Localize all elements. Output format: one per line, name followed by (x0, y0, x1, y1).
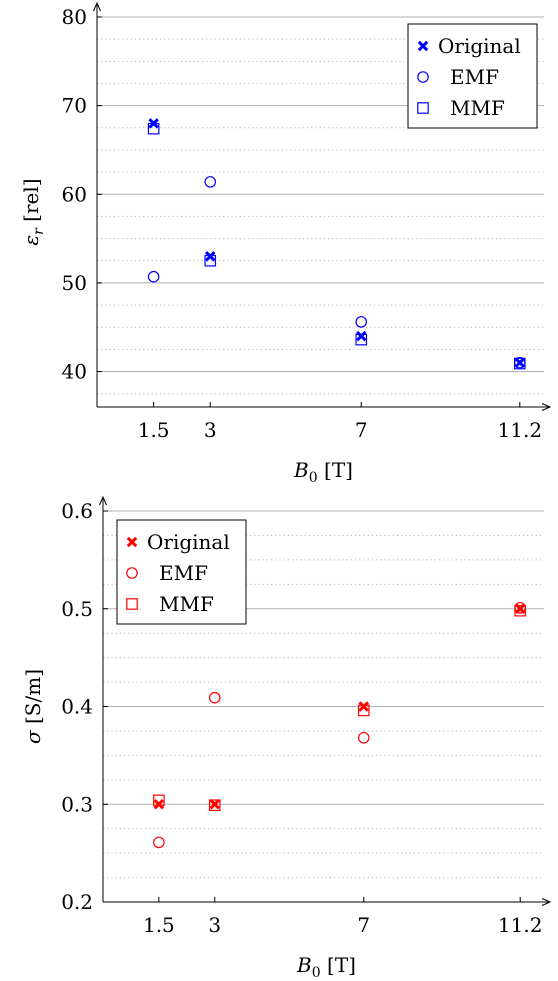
data-point-square (514, 604, 526, 617)
x-tick-label: 3 (204, 418, 217, 442)
data-point-square (147, 122, 160, 135)
data-point-x (204, 251, 216, 262)
x-tick-labels: 1.5 3 7 11.2 (143, 913, 542, 937)
y-tick-label: 0.5 (61, 597, 93, 621)
legend: Original EMF MMF (407, 23, 538, 129)
data-point-x (514, 357, 526, 368)
x-axis-label: B0 [T] (296, 953, 356, 981)
y-tick-label: 0.4 (61, 695, 93, 719)
legend-label: MMF (159, 592, 214, 616)
y-tick-label: 40 (62, 360, 87, 384)
axes (99, 495, 552, 906)
data-point-x (358, 701, 370, 712)
data-points (147, 118, 526, 370)
data-point-square (153, 794, 165, 807)
legend-marker-x (126, 536, 138, 548)
legend-marker-circle (126, 567, 138, 579)
y-tick-label: 50 (62, 271, 87, 295)
data-point-square (355, 333, 368, 346)
y-tick-label: 80 (62, 5, 87, 29)
y-tick-labels: 40 50 60 70 80 (62, 5, 87, 384)
data-point-circle (355, 316, 368, 328)
data-point-circle (208, 691, 221, 704)
x-tick-labels: 1.5 3 7 11.2 (138, 418, 542, 442)
legend-box (407, 23, 538, 129)
data-point-x (153, 798, 165, 810)
legend-label: Original (438, 34, 521, 58)
y-tick-label: 0.3 (61, 792, 93, 816)
data-point-circle (153, 836, 165, 849)
data-point-circle (357, 731, 370, 744)
x-axis-arrow (541, 403, 552, 411)
legend-marker-circle (417, 71, 429, 83)
x-tick-label: 7 (355, 418, 368, 442)
x-tick-label: 11.2 (498, 418, 543, 442)
axes (93, 1, 552, 411)
y-tick-label: 0.2 (61, 890, 93, 914)
y-axis-label: σ [S/m] (21, 669, 45, 744)
legend-marker-square (126, 598, 138, 610)
data-point-square (513, 357, 526, 370)
data-point-square (208, 799, 221, 812)
legend-marker-square (417, 102, 429, 114)
grid-lines (97, 16, 544, 395)
y-axis-arrow (93, 1, 101, 12)
legend-label: MMF (450, 96, 505, 120)
y-axis-arrow (99, 495, 107, 506)
x-tick-label: 11.2 (498, 913, 543, 937)
data-point-x (209, 798, 221, 810)
data-point-square (204, 254, 217, 267)
x-tick-label: 3 (208, 913, 221, 937)
y-tick-labels: 0.2 0.3 0.4 0.5 0.6 (61, 499, 93, 914)
legend-label: EMF (159, 561, 208, 585)
x-tick-label: 1.5 (138, 418, 170, 442)
data-point-circle (204, 176, 217, 188)
permittivity-chart: 1.5 3 7 11.2 40 50 60 70 80 Original EMF MMF B0 [… (19, 1, 552, 486)
data-point-x (355, 330, 367, 342)
conductivity-chart: 1.5 3 7 11.2 0.2 0.3 0.4 0.5 0.6 Original EMF MMF… (21, 495, 552, 981)
legend-box (116, 519, 247, 625)
legend-marker-x (417, 40, 429, 52)
legend: Original EMF MMF (116, 519, 247, 625)
legend-label: EMF (450, 65, 499, 89)
legend-label: Original (147, 530, 230, 554)
y-tick-label: 70 (62, 94, 87, 118)
data-point-circle (147, 270, 160, 283)
x-axis-label: B0 [T] (293, 458, 353, 486)
y-axis-label: εr [rel] (19, 178, 47, 245)
x-tick-label: 7 (357, 913, 370, 937)
y-tick-label: 60 (62, 182, 87, 206)
data-point-square (357, 704, 370, 717)
x-axis-arrow (541, 898, 552, 906)
data-points (153, 601, 526, 849)
y-tick-label: 0.6 (61, 499, 93, 523)
x-tick-label: 1.5 (143, 913, 175, 937)
